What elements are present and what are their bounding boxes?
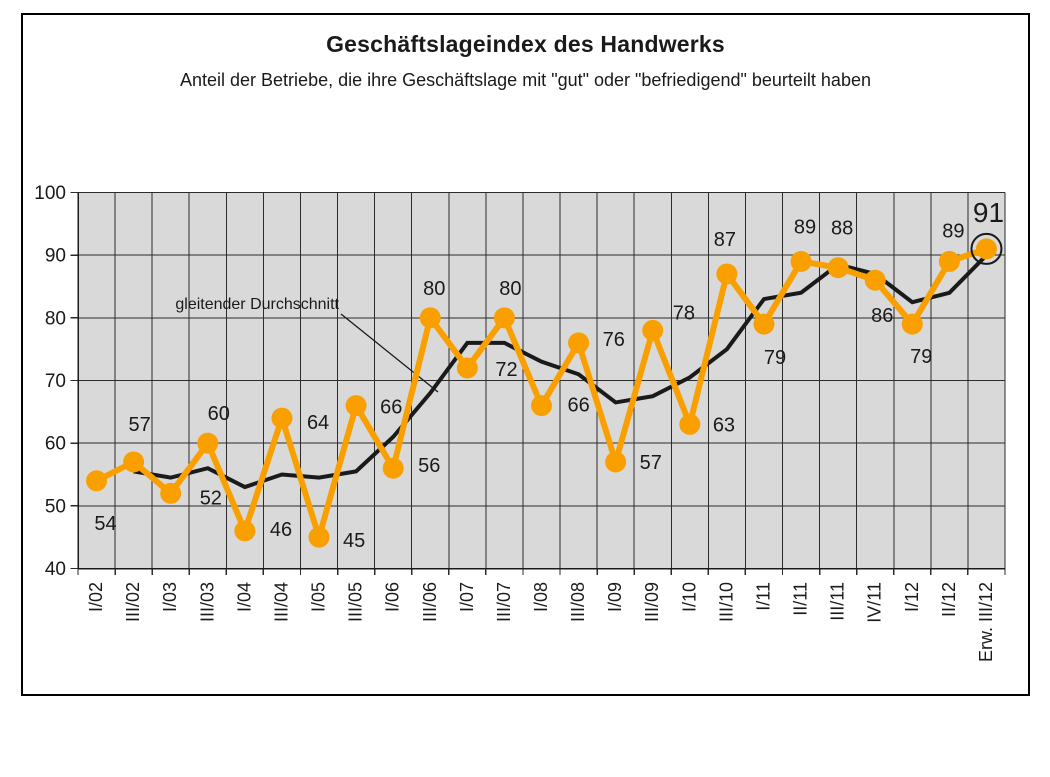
data-point: [790, 250, 812, 272]
y-axis-label: 50: [45, 496, 66, 517]
data-point: [679, 413, 701, 435]
x-axis-label: I/03: [160, 582, 180, 612]
data-point: [605, 451, 627, 473]
x-axis-label: III/05: [346, 582, 366, 622]
data-point: [901, 313, 923, 335]
chart-subtitle: Anteil der Betriebe, die ihre Geschäftsl…: [180, 70, 871, 90]
data-label: 60: [208, 403, 230, 425]
x-axis-label: II/11: [791, 582, 811, 616]
data-label: 46: [270, 519, 292, 541]
y-axis-label: 100: [34, 183, 66, 204]
data-label: 72: [495, 359, 517, 381]
annotation-label: gleitender Durchschnitt: [175, 296, 339, 313]
data-label: 63: [713, 414, 735, 436]
x-axis-label: III/07: [494, 582, 514, 622]
data-label: 52: [200, 487, 222, 509]
x-axis-label: III/03: [197, 582, 217, 622]
data-point: [568, 332, 590, 354]
x-axis-label: III/10: [716, 582, 736, 622]
y-axis-label: 80: [45, 308, 66, 329]
data-point: [642, 319, 664, 341]
x-axis-label: III/09: [642, 582, 662, 622]
data-point: [345, 395, 367, 417]
data-label: 86: [871, 305, 893, 327]
data-point: [864, 269, 886, 291]
data-label: 78: [673, 302, 695, 324]
data-point: [456, 357, 478, 379]
data-label: 89: [942, 220, 964, 242]
forecast-ring: [970, 232, 1003, 265]
data-label: 45: [343, 530, 365, 552]
data-point: [308, 526, 330, 548]
y-axis-label: 70: [45, 371, 66, 392]
data-point: [234, 520, 256, 542]
x-axis-label: III/04: [271, 582, 291, 622]
data-point: [382, 457, 404, 479]
data-label: 79: [910, 346, 932, 368]
data-point: [753, 313, 775, 335]
data-point: [938, 250, 960, 272]
data-point: [531, 395, 552, 417]
x-axis-label: I/06: [383, 582, 403, 612]
data-label: 66: [568, 395, 590, 417]
x-axis-label: IV/11: [865, 582, 885, 623]
x-axis-label: III/11: [828, 582, 848, 621]
x-axis-label: Erw. III/12: [976, 582, 996, 662]
data-point: [716, 263, 738, 285]
data-label: 80: [499, 278, 521, 300]
y-axis-label: 60: [45, 434, 66, 455]
x-axis-label: I/07: [457, 582, 477, 612]
data-label: 57: [128, 414, 150, 436]
data-label: 91: [973, 197, 1004, 228]
data-label: 80: [423, 278, 445, 300]
x-axis-label: III/08: [568, 582, 588, 622]
data-point: [271, 407, 293, 429]
annotation-leader-line: [340, 313, 439, 393]
x-axis-label: I/02: [86, 582, 106, 612]
x-axis-label: I/05: [309, 582, 329, 612]
data-label: 57: [640, 452, 662, 474]
data-label: 76: [603, 329, 625, 351]
data-point: [975, 238, 997, 260]
x-axis-label: I/08: [531, 582, 551, 612]
x-axis-label: I/11: [753, 582, 773, 611]
data-point: [160, 482, 182, 504]
data-label: 88: [831, 218, 853, 240]
data-point: [493, 307, 515, 329]
data-point: [123, 451, 145, 473]
data-label: 89: [794, 216, 816, 238]
x-axis-label: I/10: [679, 582, 699, 612]
data-label: 79: [764, 347, 786, 369]
data-point: [86, 470, 108, 492]
data-label: 66: [380, 397, 402, 419]
data-label: 87: [714, 229, 736, 251]
data-label: 64: [307, 412, 329, 434]
data-point: [419, 307, 441, 329]
data-label: 56: [418, 455, 440, 477]
x-axis-label: II/12: [939, 582, 959, 617]
x-axis-label: I/12: [902, 582, 922, 612]
y-axis-label: 40: [45, 559, 66, 580]
x-axis-label: I/04: [234, 582, 254, 612]
x-axis-label: III/02: [123, 582, 143, 622]
x-axis-label: III/06: [420, 582, 440, 622]
chart-title: Geschäftslageindex des Handwerks: [326, 31, 725, 57]
data-point: [827, 257, 849, 279]
data-label: 54: [94, 513, 116, 535]
x-axis-label: I/09: [605, 582, 625, 612]
data-point: [197, 432, 219, 454]
y-axis-label: 90: [45, 246, 66, 267]
